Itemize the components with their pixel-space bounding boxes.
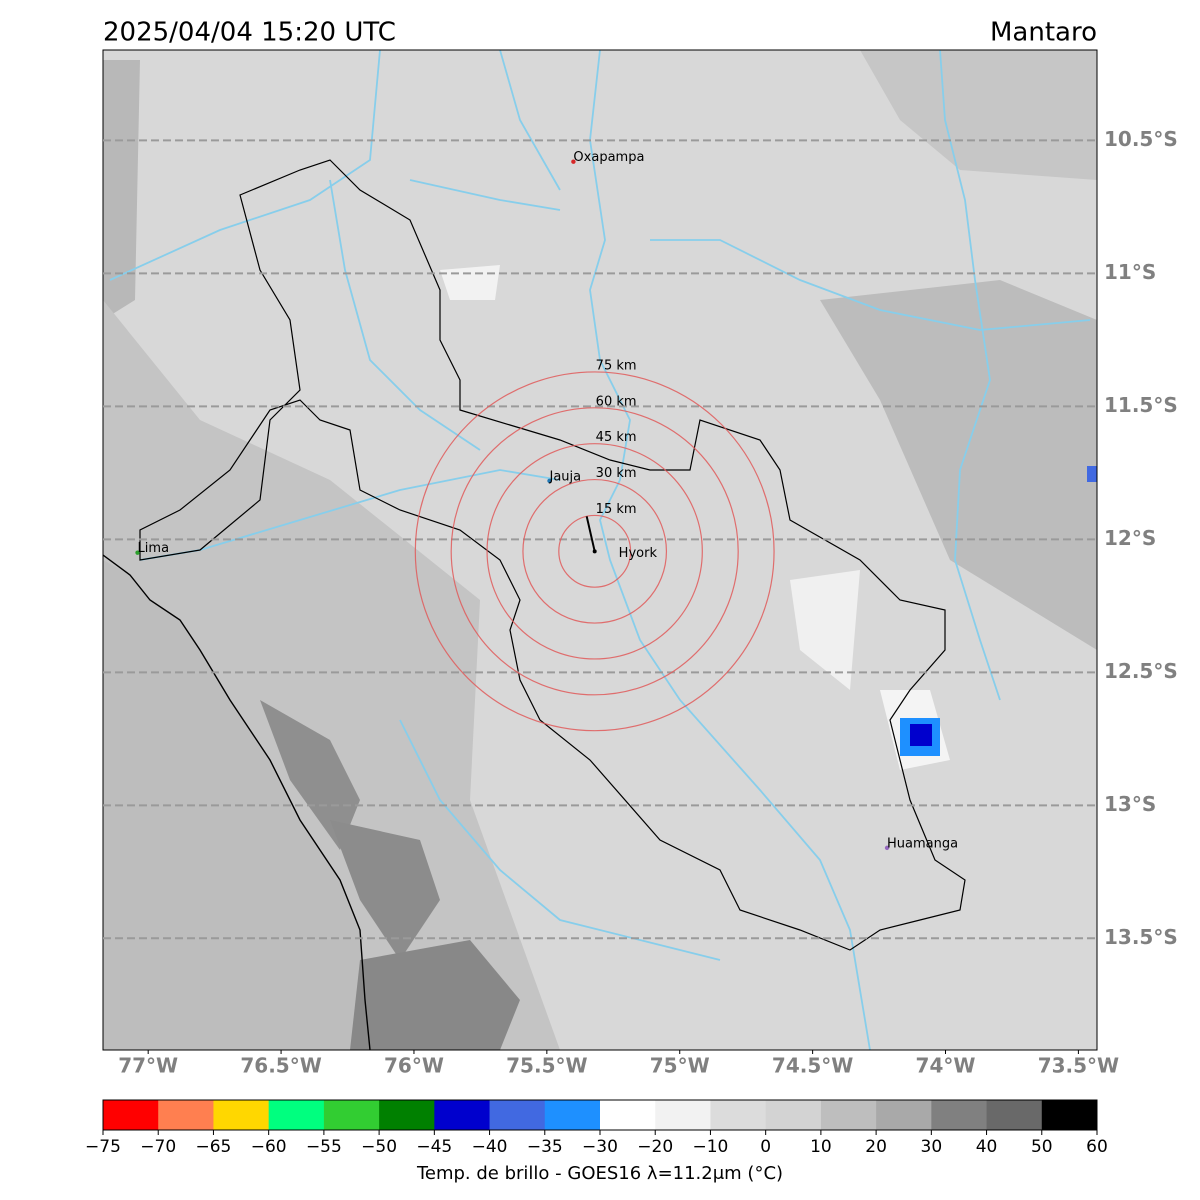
range-ring-label: 60 km — [596, 394, 637, 409]
colorbar-segment — [379, 1100, 435, 1130]
lat-tick-label: 11°S — [1104, 260, 1156, 284]
colorbar-tick-label: −55 — [306, 1137, 342, 1157]
lon-tick-label: 75°W — [650, 1054, 710, 1078]
lon-tick-label: 77°W — [118, 1054, 178, 1078]
radar-name: Hyork — [619, 546, 658, 561]
colorbar-segment — [1041, 1100, 1098, 1130]
colorbar-segment — [158, 1100, 214, 1130]
lat-tick-label: 12°S — [1104, 526, 1156, 550]
range-ring — [486, 443, 703, 660]
range-ring-label: 75 km — [596, 358, 637, 373]
colorbar-label: Temp. de brillo - GOES16 λ=11.2μm (°C) — [416, 1163, 783, 1184]
colorbar-tick-label: −30 — [582, 1137, 618, 1157]
city-label: Lima — [138, 541, 169, 556]
colorbar-segment — [268, 1100, 325, 1130]
city-label: Oxapampa — [573, 150, 644, 165]
city-marker — [135, 550, 140, 555]
colorbar-segment — [710, 1100, 767, 1130]
colorbar-tick-label: −45 — [416, 1137, 452, 1157]
colorbar-tick-label: 40 — [976, 1137, 998, 1157]
colorbar-tick-label: −20 — [637, 1137, 673, 1157]
lat-tick-label: 12.5°S — [1104, 659, 1178, 683]
colorbar-tick-label: −35 — [527, 1137, 563, 1157]
colorbar-segment — [323, 1100, 380, 1130]
colorbar-tick-label: 10 — [810, 1137, 832, 1157]
colorbar-segment — [655, 1100, 711, 1130]
city-marker — [571, 159, 576, 164]
colorbar-tick-label: −70 — [140, 1137, 176, 1157]
lat-tick-label: 13.5°S — [1104, 925, 1178, 949]
colorbar-tick-label: −65 — [195, 1137, 231, 1157]
range-ring-label: 45 km — [596, 430, 637, 445]
lon-tick-label: 73.5°W — [1038, 1054, 1119, 1078]
colorbar-segment — [986, 1100, 1043, 1130]
range-ring — [450, 407, 739, 696]
colorbar-segment — [434, 1100, 491, 1130]
map-background — [103, 50, 1097, 1050]
colorbar-tick-label: 20 — [865, 1137, 887, 1157]
range-ring — [414, 371, 775, 732]
lon-tick-label: 74°W — [916, 1054, 976, 1078]
colorbar-segment — [600, 1100, 656, 1130]
range-ring-label: 30 km — [596, 466, 637, 481]
colorbar-segment — [765, 1100, 822, 1130]
colorbar-tick-label: −75 — [85, 1137, 121, 1157]
city-marker — [884, 845, 890, 851]
map-title: 2025/04/04 15:20 UTC — [103, 18, 396, 48]
lat-tick-label: 11.5°S — [1104, 393, 1178, 417]
colorbar-tick-label: 30 — [921, 1137, 943, 1157]
colorbar-tick-label: −60 — [251, 1137, 287, 1157]
radar-site — [592, 549, 597, 554]
colorbar-segment — [489, 1100, 546, 1130]
radar-beam — [585, 516, 596, 552]
lon-tick-label: 75.5°W — [506, 1054, 587, 1078]
colorbar-tick-label: −40 — [472, 1137, 508, 1157]
city-label: Huamanga — [887, 836, 958, 851]
colorbar-tick-label: −50 — [361, 1137, 397, 1157]
colorbar-tick-label: 50 — [1031, 1137, 1053, 1157]
lat-tick-label: 10.5°S — [1104, 127, 1178, 151]
region-name: Mantaro — [990, 18, 1097, 48]
lon-tick-label: 76.5°W — [240, 1054, 321, 1078]
colorbar-tick-label: 60 — [1086, 1137, 1108, 1157]
lon-tick-label: 76°W — [384, 1054, 444, 1078]
range-ring — [522, 478, 668, 624]
colorbar-segment — [820, 1100, 877, 1130]
colorbar-segment — [544, 1100, 601, 1130]
lon-tick-label: 74.5°W — [772, 1054, 853, 1078]
colorbar-segment — [876, 1100, 932, 1130]
lat-tick-label: 13°S — [1104, 792, 1156, 816]
colorbar-tick-label: 0 — [760, 1137, 771, 1157]
range-ring-label: 15 km — [596, 502, 637, 517]
map-frame — [102, 49, 1098, 1051]
city-marker — [547, 478, 552, 484]
colorbar-segment — [931, 1100, 988, 1130]
colorbar-tick-label: −10 — [692, 1137, 728, 1157]
city-label: Jauja — [549, 469, 582, 484]
range-ring — [558, 514, 632, 588]
colorbar-segment — [103, 1100, 159, 1130]
colorbar-segment — [213, 1100, 270, 1130]
